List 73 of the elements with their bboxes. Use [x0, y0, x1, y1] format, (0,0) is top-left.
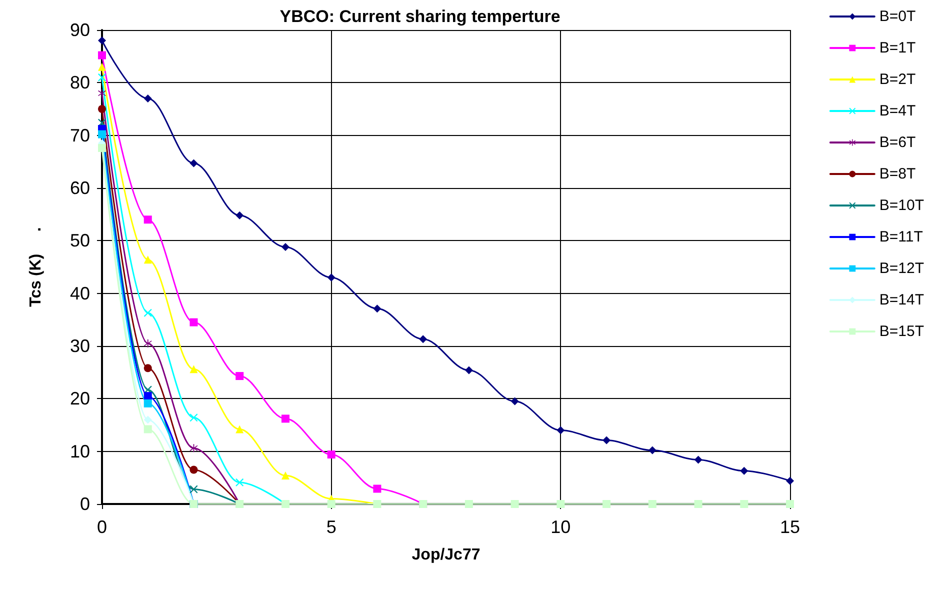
point	[281, 472, 290, 480]
point	[98, 105, 106, 113]
point	[98, 89, 106, 98]
y-tick-label: 70	[70, 125, 90, 146]
point	[236, 211, 244, 220]
y-axis-title: Tcs (K) .	[28, 227, 44, 307]
legend-label: B=2T	[879, 71, 916, 88]
legend-label: B=11T	[879, 228, 923, 246]
point	[648, 446, 656, 454]
point	[144, 256, 152, 264]
point	[327, 274, 336, 282]
point	[144, 392, 152, 400]
point	[190, 365, 198, 374]
point	[648, 500, 656, 508]
point	[740, 500, 748, 508]
point	[190, 318, 198, 326]
point	[464, 500, 473, 508]
point	[464, 366, 473, 374]
point	[281, 414, 290, 423]
point	[602, 500, 611, 508]
point	[694, 456, 702, 464]
point	[98, 144, 106, 152]
legend-label: B=6T	[879, 134, 916, 151]
point	[144, 416, 152, 424]
legend-label: B=15T	[879, 323, 924, 340]
point	[144, 399, 152, 408]
point	[236, 425, 244, 434]
point	[98, 51, 106, 60]
point	[236, 372, 244, 380]
point	[373, 484, 382, 493]
point	[190, 466, 198, 474]
y-tick-label: 40	[70, 283, 90, 304]
y-tick-label: 90	[70, 20, 90, 40]
point	[236, 478, 244, 486]
legend-label: B=14T	[879, 292, 924, 308]
point	[144, 339, 152, 348]
point	[144, 364, 152, 372]
y-tick-label: 10	[70, 441, 90, 462]
point	[98, 36, 106, 45]
point	[510, 500, 519, 508]
point	[190, 159, 198, 168]
point	[327, 450, 336, 458]
y-tick-label: 0	[80, 494, 90, 514]
point	[602, 436, 611, 444]
point	[556, 426, 565, 434]
x-tick-label: 0	[96, 517, 108, 537]
point	[786, 476, 794, 485]
x-tick-label: 5	[326, 517, 336, 537]
legend-label: B=12T	[879, 260, 924, 277]
legend-label: B=8T	[879, 166, 916, 182]
point	[510, 397, 519, 406]
y-tick-label: 50	[70, 230, 90, 251]
legend-label: B=1T	[879, 40, 916, 56]
chart-title: YBCO: Current sharing temperture	[280, 7, 560, 26]
legend-label: B=10T	[879, 197, 924, 214]
point	[419, 335, 428, 344]
point	[694, 500, 702, 508]
x-tick-label: 10	[550, 517, 571, 537]
point	[281, 242, 290, 251]
point	[98, 62, 106, 71]
x-tick-label: 15	[780, 517, 800, 537]
y-tick-label: 80	[70, 72, 90, 93]
point	[373, 304, 382, 313]
point	[144, 425, 152, 434]
point	[740, 466, 748, 475]
y-tick-label: 60	[70, 178, 90, 198]
legend-label: B=4T	[879, 102, 916, 120]
legend-label: B=0T	[879, 8, 916, 25]
point	[144, 94, 152, 102]
x-axis-title: Jop/Jc77	[412, 546, 480, 564]
y-tick-label: 30	[70, 336, 90, 356]
y-tick-label: 20	[70, 388, 90, 409]
point	[144, 216, 152, 224]
